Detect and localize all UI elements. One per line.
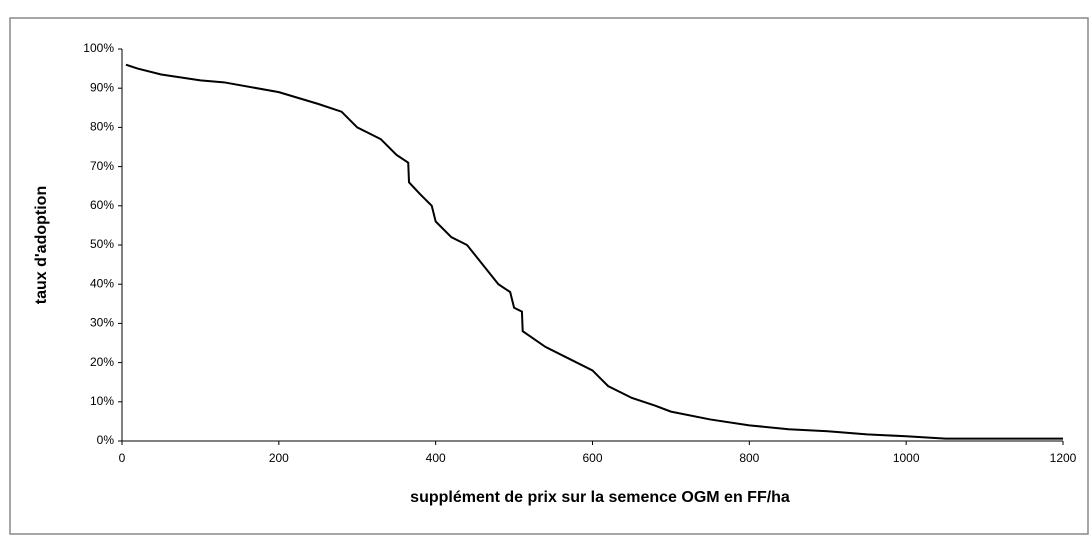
x-tick-label: 400 (426, 451, 446, 465)
line-series (125, 63, 1063, 440)
y-tick-label: 0% (97, 433, 115, 447)
y-axis-title: taux d'adoption (33, 186, 50, 304)
x-axis-title: supplément de prix sur la semence OGM en… (410, 489, 790, 506)
x-tick-label: 800 (739, 451, 759, 465)
y-tick-label: 10% (90, 394, 114, 408)
y-tick-label: 80% (90, 120, 114, 134)
y-tick-label: 50% (90, 237, 114, 251)
x-tick-label: 1200 (1050, 451, 1077, 465)
y-tick-label: 40% (90, 276, 114, 290)
chart-frame (9, 17, 1089, 535)
x-tick-label: 200 (269, 451, 289, 465)
y-tick-label: 30% (90, 316, 114, 330)
x-tick-label: 0 (119, 451, 126, 465)
y-tick-label: 70% (90, 159, 114, 173)
y-tick-label: 60% (90, 198, 114, 212)
x-tick-label: 600 (582, 451, 602, 465)
x-tick-label: 1000 (893, 451, 920, 465)
y-tick-label: 90% (90, 80, 114, 94)
y-tick-label: 20% (90, 355, 114, 369)
y-tick-label: 100% (83, 41, 114, 55)
